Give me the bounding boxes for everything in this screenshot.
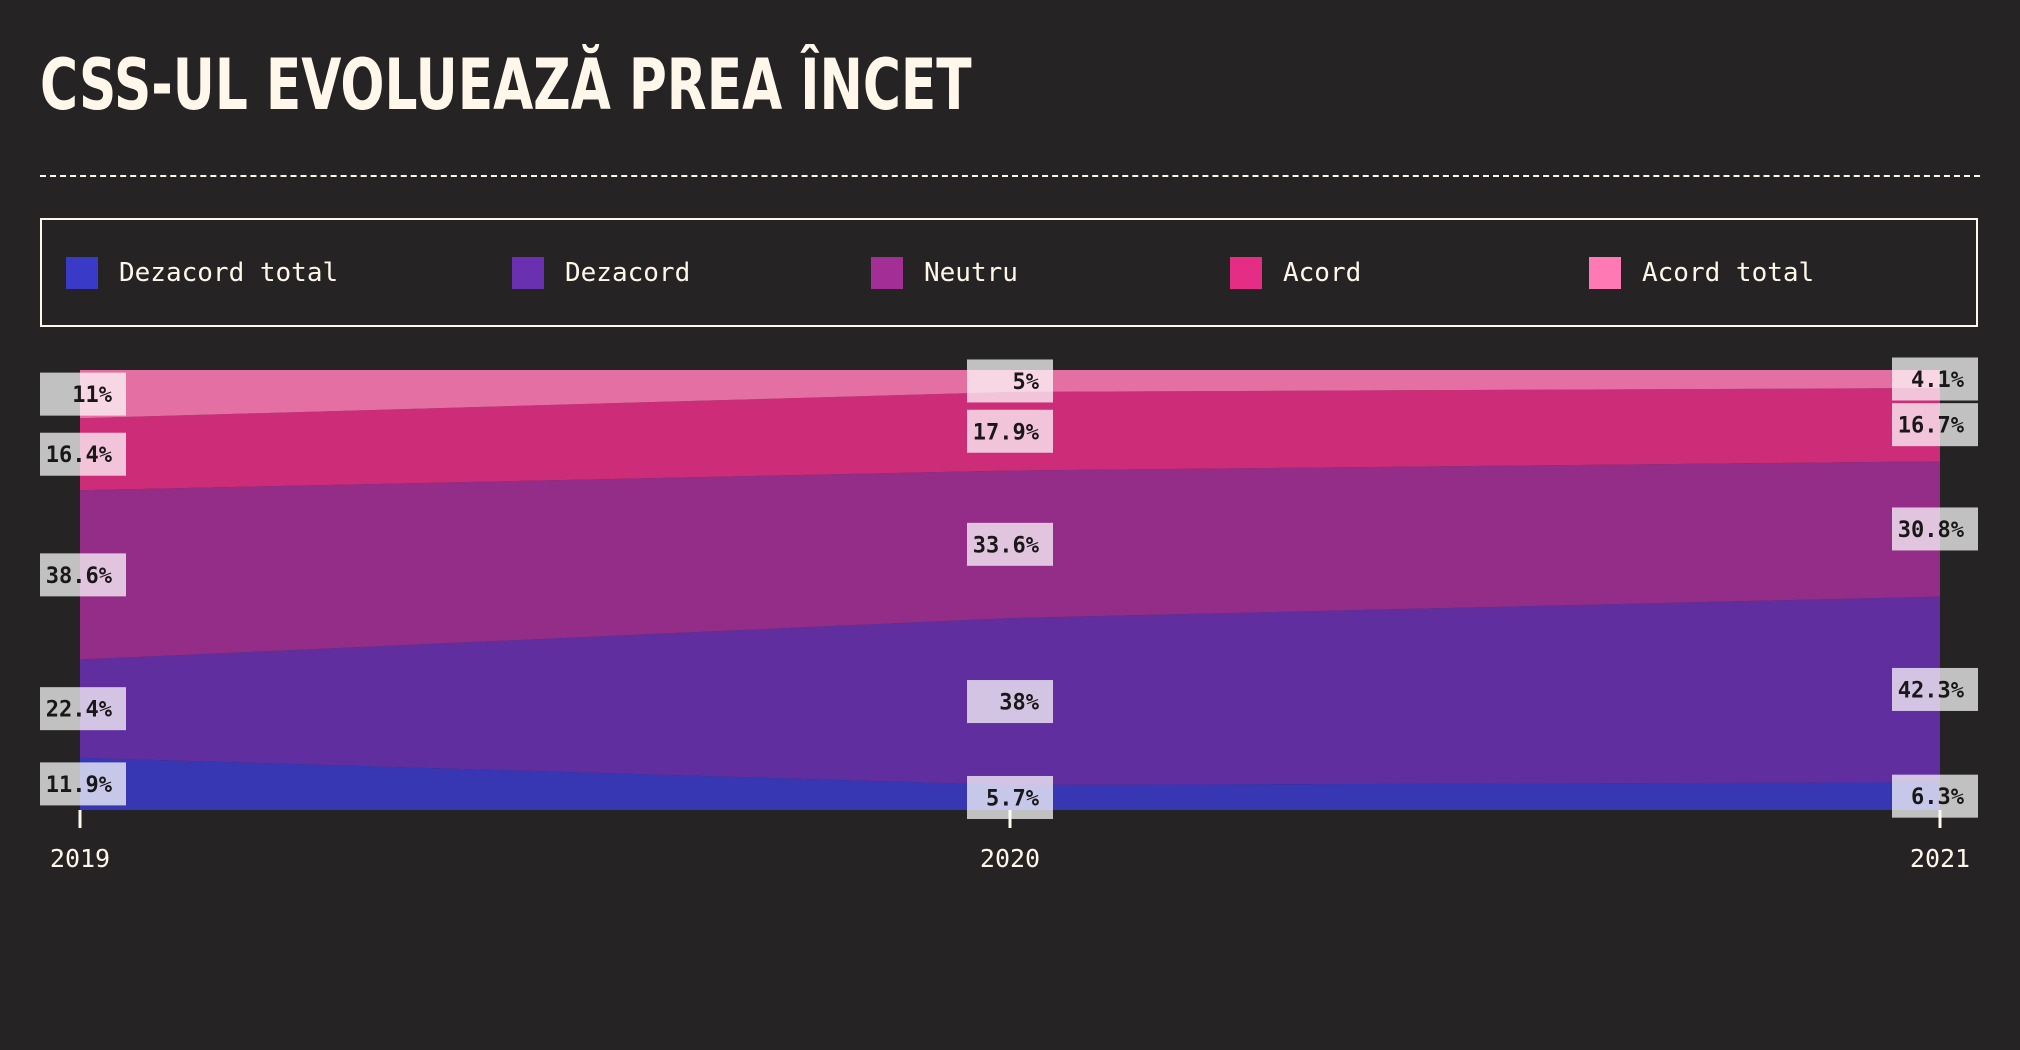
- data-label: 38.6%: [40, 553, 126, 597]
- data-label-text: 30.8%: [1898, 518, 1965, 543]
- legend-item-dezacord[interactable]: Dezacord: [512, 256, 690, 290]
- x-tick-label: 2019: [50, 844, 110, 873]
- data-label: 5%: [967, 359, 1053, 403]
- legend-item-dezacord-total[interactable]: Dezacord total: [66, 256, 338, 290]
- legend-item-neutru[interactable]: Neutru: [871, 256, 1018, 290]
- data-label: 42.3%: [1892, 667, 1978, 711]
- data-label-box: [967, 522, 1053, 566]
- legend-label: Neutru: [924, 258, 1018, 288]
- data-label: 30.8%: [1892, 507, 1978, 551]
- data-label: 16.4%: [40, 432, 126, 476]
- data-label: 11%: [40, 372, 126, 416]
- data-label-text: 5%: [1013, 370, 1040, 395]
- data-label: 11.9%: [40, 762, 126, 806]
- data-label-text: 4.1%: [1911, 368, 1965, 393]
- legend-swatch: [1589, 257, 1621, 289]
- data-label: 6.3%: [1892, 774, 1978, 818]
- data-label-box: [40, 553, 126, 597]
- data-label-box: [967, 409, 1053, 453]
- data-label: 17.9%: [967, 409, 1053, 453]
- data-label-box: [40, 432, 126, 476]
- data-label-text: 42.3%: [1898, 678, 1965, 703]
- legend-swatch: [1230, 257, 1262, 289]
- data-label-text: 16.7%: [1898, 414, 1965, 439]
- data-label-box: [40, 372, 126, 416]
- legend-label: Acord total: [1642, 258, 1815, 288]
- data-label-box: [1892, 357, 1978, 401]
- data-label: 33.6%: [967, 522, 1053, 566]
- legend-item-acord[interactable]: Acord: [1230, 256, 1361, 290]
- data-label-box: [40, 762, 126, 806]
- chart-title: CSS-UL EVOLUEAZĂ PREA ÎNCET: [40, 44, 972, 126]
- data-label-box: [967, 359, 1053, 403]
- data-label-text: 33.6%: [973, 533, 1040, 558]
- data-label-box: [1892, 774, 1978, 818]
- data-label-box: [1892, 667, 1978, 711]
- data-label-text: 11.9%: [46, 773, 113, 798]
- legend-swatch: [512, 257, 544, 289]
- legend-label: Acord: [1283, 258, 1362, 288]
- legend-item-acord-total[interactable]: Acord total: [1589, 256, 1814, 290]
- data-label-text: 5.7%: [986, 786, 1040, 811]
- x-tick-label: 2020: [980, 844, 1040, 873]
- legend-swatch: [66, 257, 98, 289]
- data-label: 38%: [967, 680, 1053, 724]
- data-label-text: 22.4%: [46, 698, 113, 723]
- legend-label: Dezacord: [565, 258, 691, 288]
- data-label-text: 16.4%: [46, 443, 113, 468]
- data-label: 4.1%: [1892, 357, 1978, 401]
- data-label-box: [967, 680, 1053, 724]
- chart-legend: Dezacord total Dezacord Neutru Acord Aco…: [40, 218, 1978, 327]
- data-label-box: [1892, 507, 1978, 551]
- legend-label: Dezacord total: [119, 258, 339, 288]
- data-label: 5.7%: [967, 775, 1053, 819]
- title-divider: [40, 175, 1980, 177]
- data-label-text: 11%: [72, 383, 112, 408]
- data-label-text: 38.6%: [46, 564, 113, 589]
- area-acord-total: [80, 370, 1940, 419]
- data-label: 22.4%: [40, 687, 126, 731]
- data-label-box: [1892, 403, 1978, 447]
- x-tick-label: 2021: [1910, 844, 1970, 873]
- data-label: 16.7%: [1892, 403, 1978, 447]
- area-dezacord-total: [80, 757, 1940, 810]
- data-label-text: 38%: [999, 691, 1039, 716]
- data-label-text: 6.3%: [1911, 785, 1965, 810]
- data-label-box: [40, 687, 126, 731]
- data-label-text: 17.9%: [973, 420, 1040, 445]
- legend-swatch: [871, 257, 903, 289]
- data-label-box: [967, 775, 1053, 819]
